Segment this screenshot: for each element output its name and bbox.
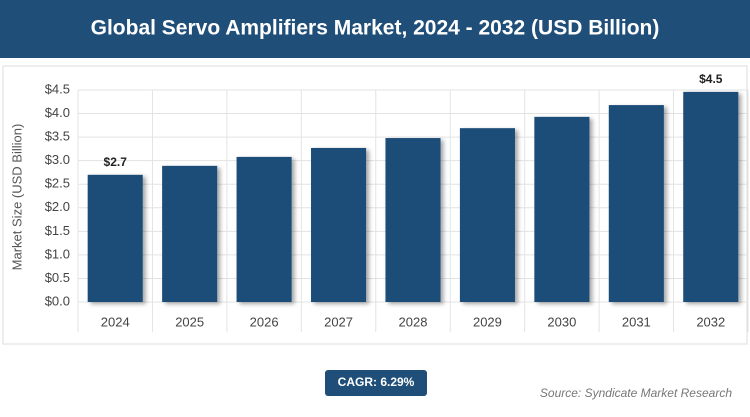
y-tick-label: $2.5 — [45, 176, 70, 191]
value-label: $4.5 — [699, 72, 723, 86]
bar — [459, 128, 515, 302]
y-tick-label: $3.5 — [45, 129, 70, 144]
cagr-text: CAGR: 6.29% — [338, 375, 415, 389]
cagr-badge — [325, 370, 427, 396]
y-tick-label: $0.0 — [45, 293, 70, 308]
y-tick-label: $4.5 — [45, 81, 70, 96]
y-tick-label: $2.0 — [45, 199, 70, 214]
x-tick-label: 2026 — [250, 314, 279, 329]
y-tick-label: $0.5 — [45, 270, 70, 285]
y-tick-label: $4.0 — [45, 105, 70, 120]
y-axis-label: Market Size (USD Billion) — [9, 124, 24, 271]
y-tick-label: $1.5 — [45, 223, 70, 238]
value-label: $2.7 — [104, 155, 128, 169]
bar — [608, 105, 664, 302]
x-tick-label: 2028 — [399, 314, 428, 329]
source: Source: Syndicate Market Research — [540, 386, 732, 400]
y-tick-label: $3.0 — [45, 152, 70, 167]
bar — [236, 156, 292, 302]
x-tick-label: 2025 — [175, 314, 204, 329]
bar — [311, 147, 367, 302]
x-tick-label: 2027 — [324, 314, 353, 329]
bar — [534, 116, 590, 302]
bar — [385, 138, 441, 302]
bar — [162, 165, 218, 302]
x-tick-label: 2031 — [622, 314, 651, 329]
x-tick-label: 2032 — [696, 314, 725, 329]
x-tick-label: 2029 — [473, 314, 502, 329]
x-tick-label: 2030 — [547, 314, 576, 329]
y-tick-label: $1.0 — [45, 246, 70, 261]
x-tick-label: 2024 — [101, 314, 130, 329]
bar — [683, 91, 739, 302]
title-bar — [0, 0, 750, 58]
chart-title: Global Servo Amplifiers Market, 2024 - 2… — [91, 17, 660, 40]
bar — [87, 174, 143, 302]
